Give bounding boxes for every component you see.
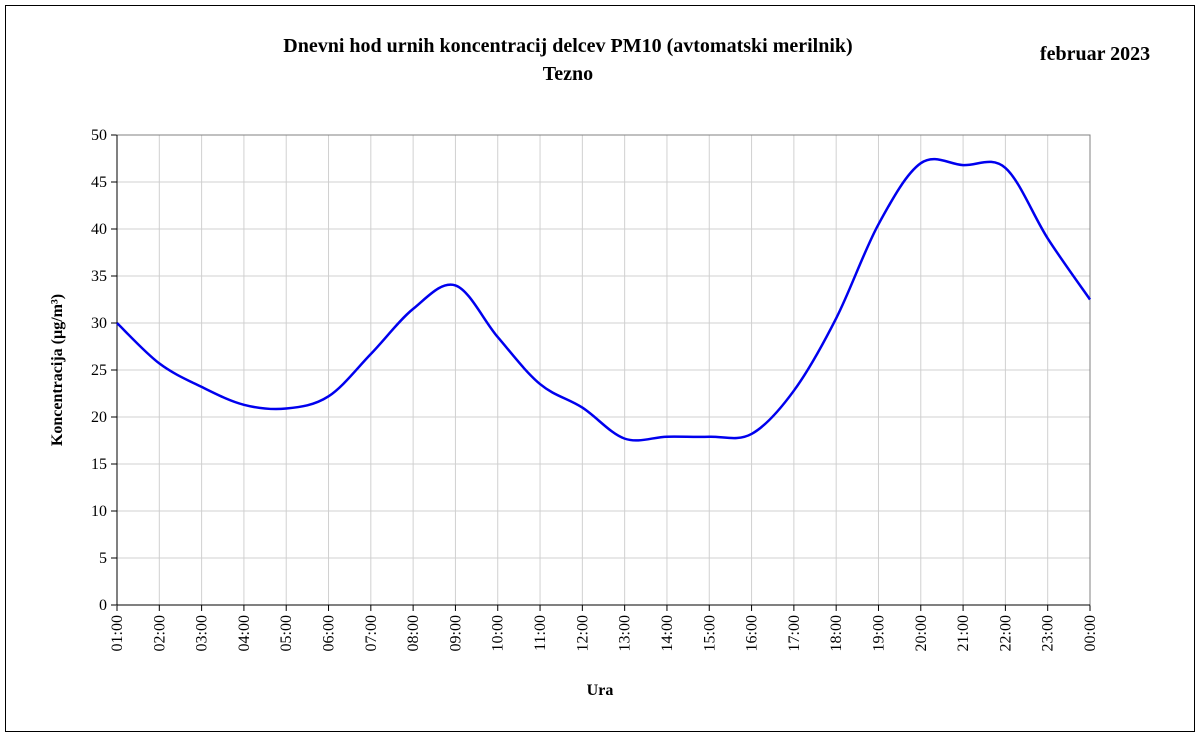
x-tick-label: 19:00 (870, 615, 887, 651)
y-axis-label: Koncentracija (µg/m³) (49, 294, 66, 446)
x-tick-label: 23:00 (1040, 615, 1057, 651)
y-tick-label: 45 (91, 174, 107, 191)
x-tick-label: 08:00 (405, 615, 422, 651)
x-tick-label: 11:00 (532, 615, 549, 651)
x-tick-label: 12:00 (574, 615, 591, 651)
x-tick-label: 13:00 (617, 615, 634, 651)
x-tick-label: 17:00 (786, 615, 803, 651)
x-tick-label: 04:00 (236, 615, 253, 651)
x-tick-label: 16:00 (744, 615, 761, 651)
x-tick-label: 10:00 (490, 615, 507, 651)
y-tick-label: 40 (91, 221, 107, 238)
x-tick-label: 01:00 (109, 615, 126, 651)
y-tick-label: 10 (91, 503, 107, 520)
date-annotation: februar 2023 (1040, 43, 1150, 65)
x-tick-label: 03:00 (194, 615, 211, 651)
x-tick-label: 06:00 (321, 615, 338, 651)
x-tick-label: 18:00 (828, 615, 845, 651)
x-tick-label: 21:00 (955, 615, 972, 651)
y-tick-label: 50 (91, 127, 107, 144)
x-tick-label: 07:00 (363, 615, 380, 651)
x-tick-label: 05:00 (278, 615, 295, 651)
x-tick-label: 22:00 (997, 615, 1014, 651)
y-tick-label: 35 (91, 268, 107, 285)
x-tick-label: 20:00 (913, 615, 930, 651)
y-tick-label: 5 (99, 550, 107, 567)
chart-subtitle: Tezno (543, 63, 593, 85)
y-tick-label: 20 (91, 409, 107, 426)
chart-title: Dnevni hod urnih koncentracij delcev PM1… (283, 35, 852, 57)
data-line (116, 157, 1092, 442)
y-tick-label: 25 (91, 362, 107, 379)
x-tick-label: 09:00 (447, 615, 464, 651)
x-tick-label: 00:00 (1082, 615, 1099, 651)
x-axis-label: Ura (587, 682, 614, 699)
y-tick-label: 30 (91, 315, 107, 332)
x-tick-label: 02:00 (151, 615, 168, 651)
x-tick-label: 15:00 (701, 615, 718, 651)
x-tick-label: 14:00 (659, 615, 676, 651)
y-tick-label: 0 (99, 597, 107, 614)
y-tick-label: 15 (91, 456, 107, 473)
